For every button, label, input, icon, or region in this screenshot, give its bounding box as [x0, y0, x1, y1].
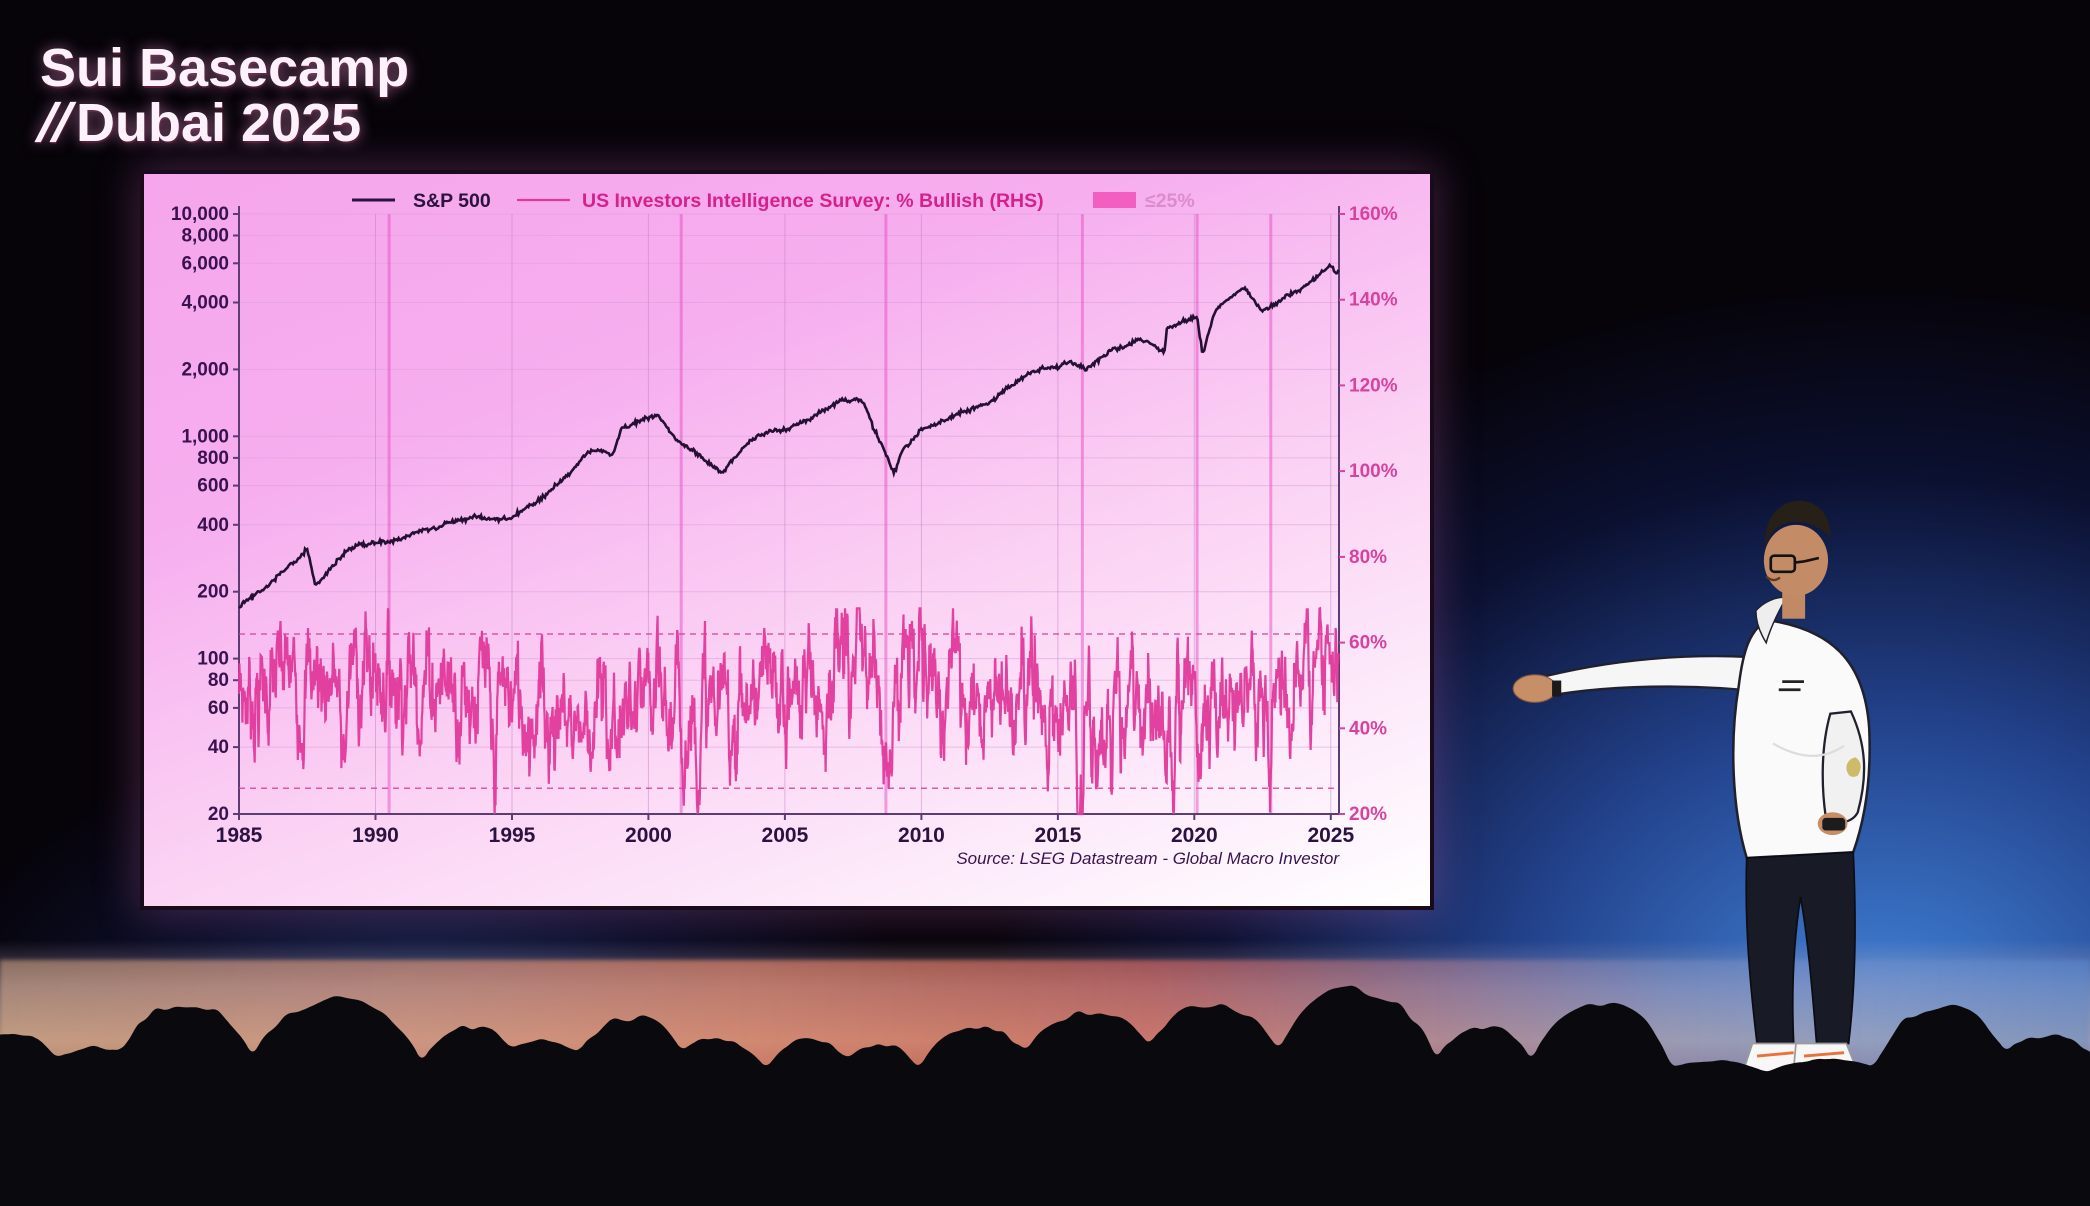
- svg-text:160%: 160%: [1349, 204, 1398, 225]
- svg-text:4,000: 4,000: [181, 293, 229, 314]
- svg-text:100%: 100%: [1349, 461, 1398, 482]
- svg-text:20: 20: [208, 804, 229, 825]
- svg-text:60%: 60%: [1349, 633, 1387, 654]
- svg-text:1,000: 1,000: [181, 426, 229, 447]
- svg-text:40: 40: [208, 737, 229, 758]
- svg-text:1995: 1995: [489, 824, 536, 847]
- svg-text:40%: 40%: [1349, 718, 1387, 739]
- svg-text:2025: 2025: [1307, 824, 1354, 847]
- svg-text:8,000: 8,000: [181, 226, 229, 247]
- svg-text:60: 60: [208, 698, 229, 719]
- svg-text:≤25%: ≤25%: [1145, 190, 1195, 212]
- svg-text:2005: 2005: [762, 824, 809, 847]
- svg-text:80: 80: [208, 670, 229, 691]
- svg-text:1985: 1985: [216, 824, 263, 847]
- svg-text:2010: 2010: [898, 824, 945, 847]
- svg-text:800: 800: [197, 448, 229, 469]
- svg-text:2015: 2015: [1035, 824, 1082, 847]
- svg-text:140%: 140%: [1349, 290, 1398, 311]
- svg-text:6,000: 6,000: [181, 253, 229, 274]
- svg-text:Source: LSEG Datastream - Glob: Source: LSEG Datastream - Global Macro I…: [956, 849, 1340, 868]
- svg-text:2000: 2000: [625, 824, 672, 847]
- svg-text:400: 400: [197, 515, 229, 536]
- svg-text:100: 100: [197, 649, 229, 670]
- svg-text:2020: 2020: [1171, 824, 1218, 847]
- svg-text:1990: 1990: [352, 824, 399, 847]
- svg-text:10,000: 10,000: [171, 204, 229, 225]
- svg-text:20%: 20%: [1349, 804, 1387, 825]
- svg-text:S&P 500: S&P 500: [413, 190, 491, 212]
- svg-text:US Investors Intelligence Surv: US Investors Intelligence Survey: % Bull…: [582, 190, 1044, 212]
- svg-text:120%: 120%: [1349, 375, 1398, 396]
- svg-text:2,000: 2,000: [181, 359, 229, 380]
- svg-text:80%: 80%: [1349, 547, 1387, 568]
- svg-text:600: 600: [197, 476, 229, 497]
- svg-text:200: 200: [197, 582, 229, 603]
